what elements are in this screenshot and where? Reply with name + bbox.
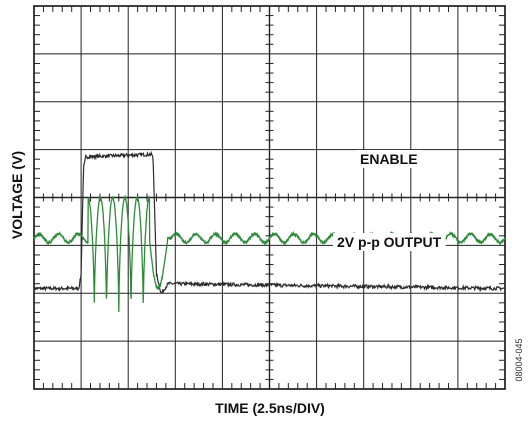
figure-id: 08004-045: [514, 338, 524, 381]
annotation-enable: ENABLE: [360, 151, 418, 167]
x-axis-label: TIME (2.5ns/DIV): [215, 400, 325, 416]
graticule: [33, 5, 506, 390]
y-axis-label: VOLTAGE (V): [9, 151, 25, 239]
annotation-output: 2V p-p OUTPUT: [337, 234, 442, 250]
annotation-enable-bg: [356, 150, 422, 168]
series-enable-line: [33, 150, 506, 295]
annotation-output-bg: [333, 233, 446, 251]
